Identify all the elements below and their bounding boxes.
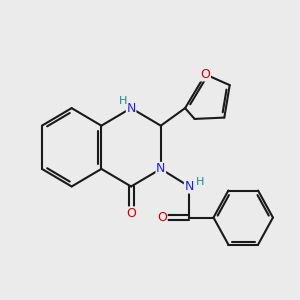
Text: H: H [196,177,204,187]
Text: N: N [156,162,166,176]
Text: N: N [184,180,194,193]
Text: O: O [200,68,210,81]
Text: N: N [126,102,136,115]
Text: O: O [126,207,136,220]
Text: O: O [157,211,167,224]
Text: H: H [119,96,128,106]
